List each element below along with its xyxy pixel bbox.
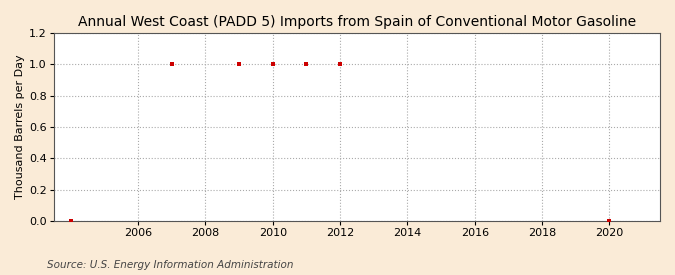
Point	[604, 219, 615, 223]
Point	[65, 219, 76, 223]
Point	[335, 62, 346, 67]
Point	[234, 62, 244, 67]
Point	[301, 62, 312, 67]
Title: Annual West Coast (PADD 5) Imports from Spain of Conventional Motor Gasoline: Annual West Coast (PADD 5) Imports from …	[78, 15, 636, 29]
Point	[166, 62, 177, 67]
Point	[267, 62, 278, 67]
Text: Source: U.S. Energy Information Administration: Source: U.S. Energy Information Administ…	[47, 260, 294, 270]
Y-axis label: Thousand Barrels per Day: Thousand Barrels per Day	[15, 55, 25, 199]
